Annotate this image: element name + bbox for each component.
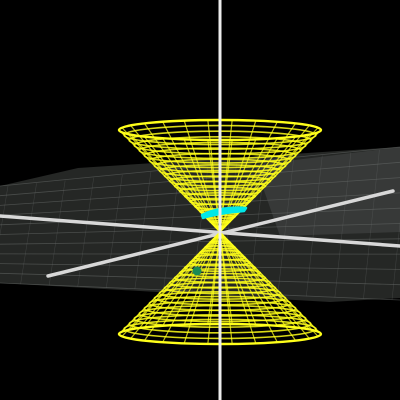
plane-grid-line bbox=[363, 149, 380, 299]
cone-ruling bbox=[219, 124, 310, 233]
cone-ruling bbox=[219, 231, 233, 325]
plane-grid-line bbox=[277, 158, 295, 296]
plane-grid-line bbox=[391, 220, 400, 301]
plane-grid-line bbox=[0, 146, 400, 187]
cone-ruling bbox=[219, 231, 310, 340]
cone-ruling bbox=[219, 231, 257, 325]
cone-ruling bbox=[219, 139, 257, 233]
plane-grid-line bbox=[48, 180, 66, 286]
cone-ruling bbox=[183, 231, 221, 325]
cone-ruling bbox=[219, 137, 278, 233]
plane-grid-line bbox=[334, 152, 352, 298]
cone-ruling bbox=[219, 231, 278, 327]
plane-grid-line bbox=[0, 185, 9, 237]
cone-ruling bbox=[162, 231, 221, 343]
cone-ruling bbox=[219, 123, 297, 233]
cone-ruling bbox=[121, 231, 221, 333]
cone-ruling bbox=[219, 231, 297, 341]
cone-ruling bbox=[207, 231, 221, 325]
plane-grid-line bbox=[0, 263, 400, 270]
plane-grid-line bbox=[20, 183, 37, 285]
cone-ruling bbox=[162, 231, 221, 327]
cone-ruling bbox=[219, 231, 310, 330]
cone-ruling bbox=[130, 231, 221, 340]
plane-grid-line bbox=[105, 174, 123, 288]
plane-grid-line bbox=[0, 177, 400, 206]
cone-ruling bbox=[219, 127, 319, 233]
x-axis bbox=[0, 214, 400, 248]
cone-ruling bbox=[219, 231, 319, 333]
cone-ruling bbox=[183, 139, 221, 233]
point-marker[interactable] bbox=[192, 266, 202, 276]
cone-ruling bbox=[219, 231, 278, 343]
cone-ruling bbox=[143, 231, 221, 341]
plane-grid-line bbox=[134, 172, 152, 290]
conic-cross-section[interactable] bbox=[200, 206, 248, 220]
cone-ruling bbox=[130, 231, 221, 330]
plane-grid-line bbox=[305, 155, 323, 297]
cone-ruling bbox=[143, 231, 221, 328]
cutting-plane-highlight bbox=[255, 147, 400, 236]
cone-ruling bbox=[219, 231, 297, 328]
plane-grid-line bbox=[0, 223, 400, 235]
